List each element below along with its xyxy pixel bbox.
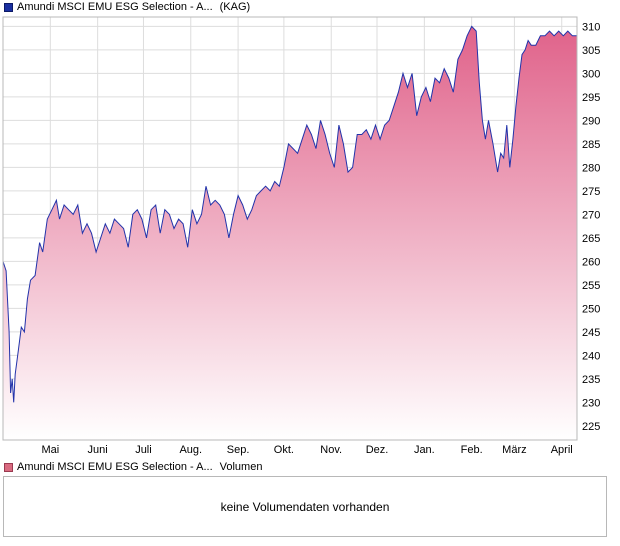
y-tick-label: 245 — [582, 327, 600, 339]
x-tick-label: Sep. — [227, 444, 250, 456]
y-tick-label: 280 — [582, 162, 600, 174]
volume-panel: keine Volumendaten vorhanden — [3, 476, 607, 537]
x-tick-label: Mai — [41, 444, 59, 456]
y-tick-label: 275 — [582, 186, 600, 198]
x-tick-label: Juni — [88, 444, 108, 456]
y-tick-label: 270 — [582, 209, 600, 221]
x-tick-label: Juli — [135, 444, 152, 456]
price-legend: Amundi MSCI EMU ESG Selection - A... (KA… — [4, 0, 250, 14]
y-tick-label: 240 — [582, 350, 600, 362]
price-legend-swatch — [4, 2, 13, 12]
x-tick-label: Okt. — [274, 444, 294, 456]
x-tick-label: Dez. — [366, 444, 389, 456]
y-tick-label: 250 — [582, 303, 600, 315]
price-chart: 225 230 235 240 245 250 255 260 265 270 275 280 285 2… — [2, 16, 600, 456]
x-tick-label: Nov. — [320, 444, 342, 456]
price-legend-suffix: (KAG) — [219, 1, 251, 13]
y-tick-label: 290 — [582, 115, 600, 127]
price-area — [3, 26, 577, 441]
y-tick-label: 260 — [582, 256, 600, 268]
y-tick-label: 285 — [582, 139, 600, 151]
price-legend-name: Amundi MSCI EMU ESG Selection - A... — [17, 1, 213, 13]
x-tick-label: Jan. — [414, 444, 435, 456]
y-tick-label: 305 — [582, 45, 600, 57]
volume-legend-swatch — [4, 462, 13, 472]
y-tick-label: 230 — [582, 397, 600, 409]
x-tick-label: April — [551, 444, 573, 456]
x-tick-label: Aug. — [179, 444, 202, 456]
price-line — [2, 25, 577, 403]
y-tick-label: 295 — [582, 92, 600, 104]
y-tick-label: 300 — [582, 68, 600, 80]
y-tick-label: 225 — [582, 421, 600, 433]
y-tick-label: 235 — [582, 374, 600, 386]
volume-empty-message: keine Volumendaten vorhanden — [220, 500, 390, 514]
y-tick-label: 310 — [582, 21, 600, 33]
x-tick-label: Feb. — [461, 444, 483, 456]
volume-legend-name: Amundi MSCI EMU ESG Selection - A... — [17, 461, 213, 473]
volume-legend-suffix: Volumen — [219, 461, 263, 473]
x-tick-label: März — [502, 444, 526, 456]
volume-legend: Amundi MSCI EMU ESG Selection - A... Vol… — [4, 460, 262, 474]
plot-frame — [2, 16, 578, 441]
y-tick-label: 265 — [582, 233, 600, 245]
y-tick-label: 255 — [582, 280, 600, 292]
